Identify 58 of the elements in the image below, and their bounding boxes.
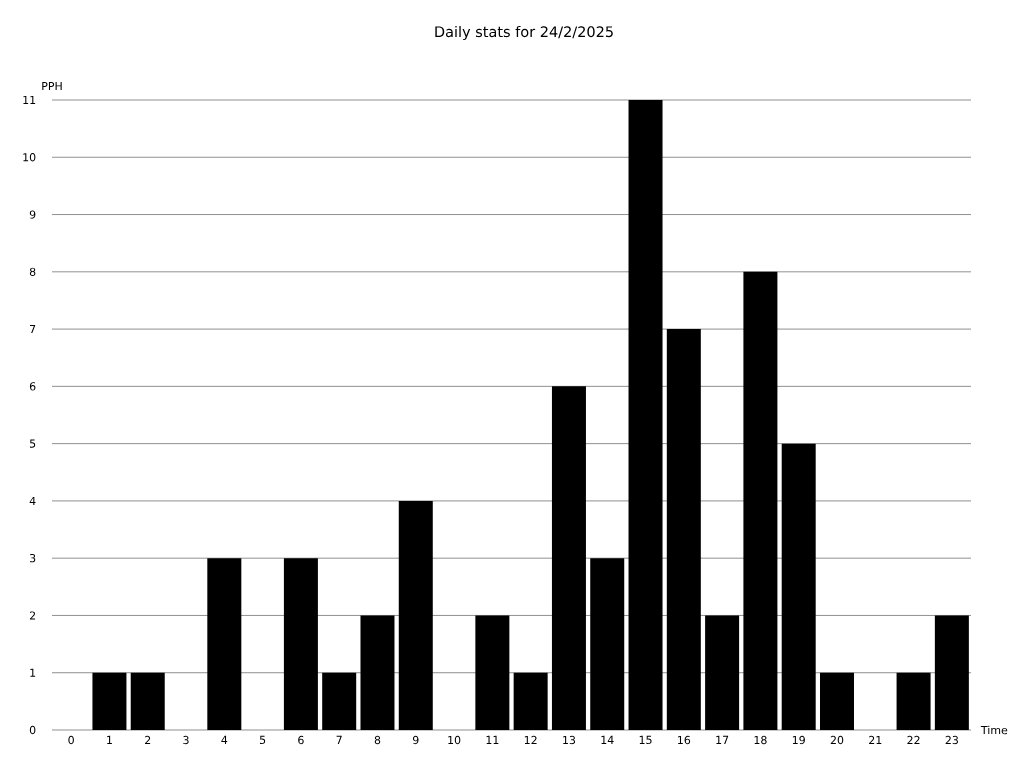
x-tick-label: 5: [259, 735, 266, 745]
x-tick-label: 15: [639, 735, 652, 745]
bar: [360, 615, 395, 730]
bar: [666, 329, 701, 730]
y-tick-label: 6: [29, 382, 36, 391]
x-tick-label: 22: [907, 735, 920, 745]
x-tick-label: 20: [830, 735, 844, 745]
x-tick-label: 6: [298, 735, 304, 745]
bar: [475, 615, 510, 730]
x-tick-label: 16: [678, 735, 691, 745]
y-tick-label: 1: [30, 668, 36, 677]
x-tick-label: 4: [221, 735, 228, 744]
x-tick-label: 17: [716, 735, 729, 744]
y-tick-label: 5: [29, 439, 36, 448]
x-tick-label: 0: [68, 735, 74, 745]
bar: [628, 99, 663, 730]
bar: [207, 558, 242, 730]
bar: [934, 615, 969, 730]
x-tick-label: 8: [374, 735, 381, 745]
y-tick-label: 2: [29, 611, 36, 620]
x-tick-label: 10: [448, 735, 461, 745]
bar: [819, 672, 854, 730]
y-tick-label: 9: [29, 210, 36, 219]
bar: [743, 271, 778, 730]
x-tick-label: 9: [412, 735, 419, 745]
x-tick-label: 11: [486, 735, 499, 744]
bar: [398, 500, 433, 730]
bar: [551, 386, 586, 730]
x-tick-label: 21: [869, 735, 882, 745]
x-tick-label: 7: [336, 735, 342, 744]
x-tick-label: 1: [107, 735, 112, 744]
bar: [513, 672, 548, 730]
bar: [896, 672, 931, 730]
y-tick-label: 3: [29, 554, 36, 563]
y-axis-title: PPH: [42, 82, 62, 91]
x-tick-label: 14: [601, 735, 614, 744]
y-tick-label: 4: [29, 496, 36, 505]
y-tick-label: 8: [29, 267, 36, 276]
chart-title: Daily stats for 24/2/2025: [435, 25, 613, 40]
bar: [283, 558, 318, 730]
y-tick-label: 11: [23, 95, 36, 104]
bar: [705, 615, 740, 730]
y-tick-label: 0: [29, 725, 36, 735]
x-tick-label: 19: [792, 735, 805, 745]
x-axis-title: Time: [980, 725, 1008, 735]
x-tick-label: 23: [945, 735, 958, 745]
x-tick-label: 18: [754, 735, 767, 745]
y-tick-label: 10: [23, 153, 36, 162]
x-tick-label: 2: [145, 735, 151, 745]
x-tick-label: 12: [524, 735, 537, 745]
x-tick-label: 13: [563, 735, 576, 745]
y-tick-label: 7: [30, 325, 36, 334]
bar: [322, 672, 357, 730]
x-tick-label: 3: [183, 735, 189, 745]
bar: [130, 672, 165, 730]
bar: [590, 558, 625, 730]
bar: [92, 672, 127, 730]
bar: [781, 443, 816, 730]
